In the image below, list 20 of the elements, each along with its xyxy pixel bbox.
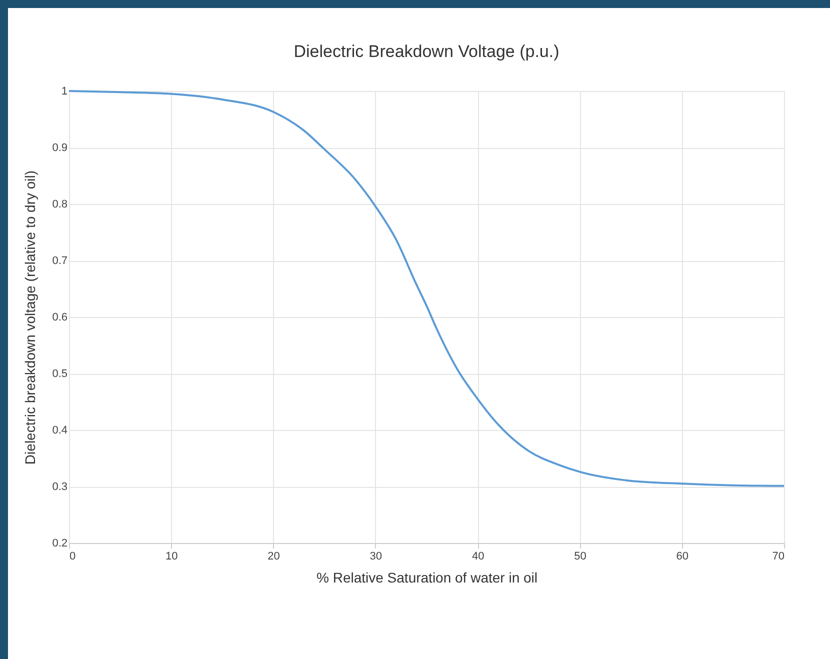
x-tick-label: 70 [772,550,784,562]
x-tick-label: 40 [472,550,484,562]
chart-title: Dielectric Breakdown Voltage (p.u.) [294,42,560,61]
y-tick-label: 1 [61,86,68,98]
y-tick-label: 0.2 [52,538,68,550]
x-tick-label: 20 [268,550,280,562]
y-tick-label: 0.3 [52,481,68,493]
y-tick-label: 0.9 [52,142,68,154]
y-tick-label: 0.5 [52,368,68,380]
x-tick-label: 50 [574,550,586,562]
y-axis-title: Dielectric breakdown voltage (relative to dry oil) [22,170,38,465]
x-tick-label: 10 [166,550,178,562]
x-tick-label: 30 [370,550,382,562]
y-tick-label: 0.6 [52,312,68,324]
y-tick-label: 0.4 [52,424,68,436]
x-axis-title: % Relative Saturation of water in oil [316,570,538,586]
y-tick-label: 0.8 [52,198,68,210]
y-tick-label: 0.7 [52,255,68,267]
x-tick-label: 60 [676,550,688,562]
x-tick-label: 0 [70,550,76,562]
